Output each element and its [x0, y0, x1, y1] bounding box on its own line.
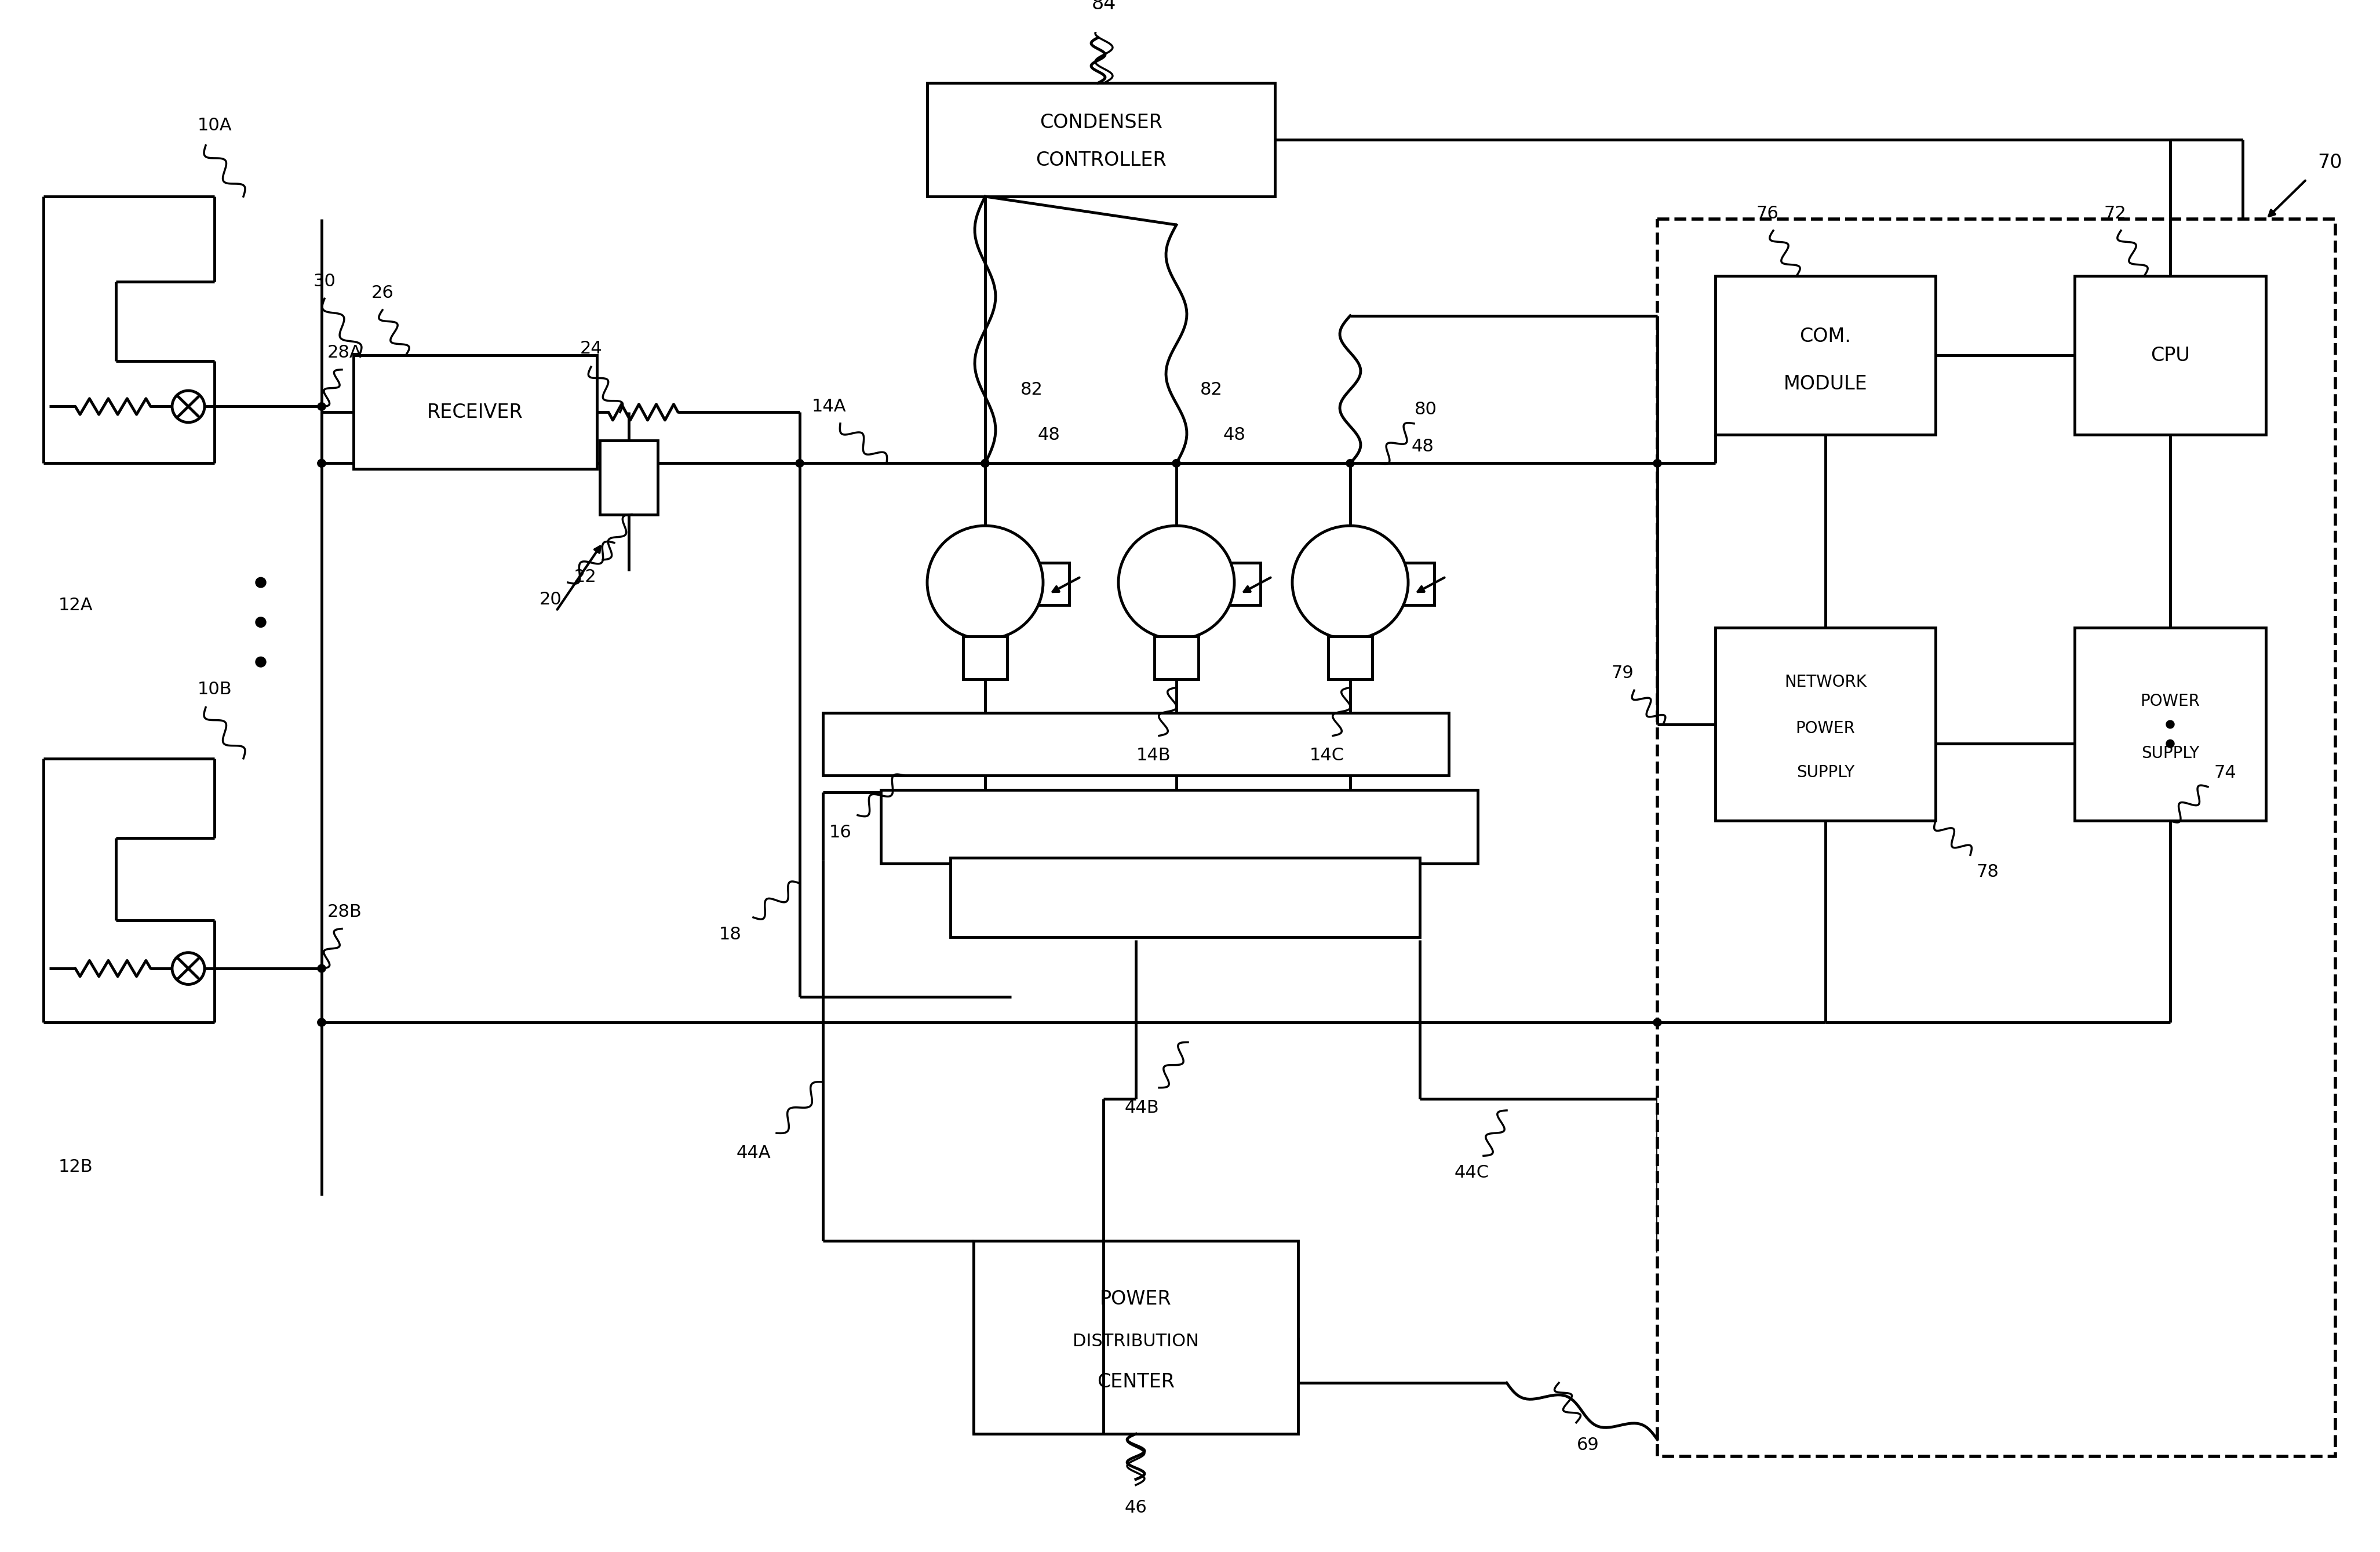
Text: 28A: 28A	[328, 345, 362, 362]
Text: 12B: 12B	[57, 1159, 93, 1175]
Circle shape	[255, 656, 267, 667]
Bar	[1716, 276, 1935, 435]
Text: 14C: 14C	[1309, 747, 1345, 764]
Bar	[928, 82, 1276, 197]
Circle shape	[317, 459, 326, 467]
Bar	[1656, 219, 2335, 1457]
Text: 26: 26	[371, 284, 393, 301]
Circle shape	[928, 526, 1042, 639]
Circle shape	[255, 577, 267, 588]
Bar	[1402, 563, 1435, 605]
Text: 78: 78	[1975, 863, 1999, 880]
Circle shape	[317, 1018, 326, 1026]
Text: 44B: 44B	[1123, 1099, 1159, 1116]
Bar	[964, 636, 1007, 678]
Circle shape	[317, 1018, 326, 1026]
Text: 48: 48	[1038, 427, 1059, 444]
Circle shape	[1292, 526, 1409, 639]
Circle shape	[317, 459, 326, 467]
Text: 12A: 12A	[57, 598, 93, 613]
Text: CONTROLLER: CONTROLLER	[1035, 151, 1166, 169]
Text: MODULE: MODULE	[1783, 374, 1868, 394]
Text: NETWORK: NETWORK	[1785, 674, 1866, 691]
Text: 22: 22	[574, 568, 597, 585]
Circle shape	[1119, 526, 1235, 639]
Text: SUPPLY: SUPPLY	[2142, 745, 2199, 762]
Text: POWER: POWER	[2140, 694, 2199, 709]
Bar	[1328, 636, 1373, 678]
Text: CENTER: CENTER	[1097, 1372, 1176, 1392]
Circle shape	[795, 459, 804, 467]
Text: 80: 80	[1414, 400, 1438, 417]
Bar	[1716, 629, 1935, 821]
Text: 48: 48	[1411, 438, 1433, 455]
Text: 84: 84	[1092, 0, 1116, 12]
Text: 44C: 44C	[1454, 1164, 1490, 1181]
Circle shape	[255, 618, 267, 627]
Text: CONDENSER: CONDENSER	[1040, 113, 1161, 132]
Circle shape	[1654, 459, 1661, 467]
Bar	[823, 712, 1449, 776]
Bar	[355, 355, 597, 469]
Text: 30: 30	[314, 273, 336, 290]
Text: 16: 16	[828, 824, 852, 841]
Text: RECEIVER: RECEIVER	[426, 402, 524, 422]
Circle shape	[317, 964, 326, 973]
Circle shape	[2166, 740, 2175, 748]
Text: 10A: 10A	[198, 116, 231, 133]
Text: DISTRIBUTION: DISTRIBUTION	[1073, 1333, 1200, 1350]
Circle shape	[317, 402, 326, 410]
Bar	[600, 441, 657, 514]
Bar	[2075, 629, 2266, 821]
Text: 24: 24	[581, 340, 602, 357]
Circle shape	[1173, 459, 1180, 467]
Bar	[950, 858, 1421, 937]
Circle shape	[981, 459, 990, 467]
Text: 46: 46	[1126, 1499, 1147, 1516]
Text: 76: 76	[1756, 205, 1778, 222]
Text: 14B: 14B	[1135, 747, 1171, 764]
Bar	[973, 1242, 1297, 1434]
Text: 44A: 44A	[735, 1144, 771, 1161]
Text: 70: 70	[2318, 152, 2342, 172]
Text: 74: 74	[2213, 764, 2237, 781]
Bar	[1038, 563, 1069, 605]
Bar	[2075, 276, 2266, 435]
Circle shape	[1654, 1018, 1661, 1026]
Text: 82: 82	[1200, 382, 1223, 397]
Circle shape	[981, 459, 990, 467]
Text: 28B: 28B	[328, 903, 362, 920]
Text: 20: 20	[540, 591, 562, 608]
Text: 72: 72	[2104, 205, 2125, 222]
Text: 14A: 14A	[812, 399, 845, 414]
Text: SUPPLY: SUPPLY	[1797, 765, 1854, 781]
Text: 10B: 10B	[198, 681, 231, 697]
Text: COM.: COM.	[1799, 327, 1852, 346]
Bar	[1154, 636, 1200, 678]
Text: 82: 82	[1021, 382, 1042, 397]
Text: POWER: POWER	[1100, 1290, 1171, 1308]
Text: 79: 79	[1611, 664, 1633, 681]
Circle shape	[2166, 720, 2175, 728]
Bar	[881, 790, 1478, 863]
Circle shape	[1347, 459, 1354, 467]
Text: 69: 69	[1576, 1437, 1599, 1454]
Text: POWER: POWER	[1795, 720, 1856, 736]
Bar	[1228, 563, 1261, 605]
Text: CPU: CPU	[2152, 346, 2190, 365]
Text: 48: 48	[1223, 427, 1245, 444]
Text: 18: 18	[719, 927, 743, 942]
